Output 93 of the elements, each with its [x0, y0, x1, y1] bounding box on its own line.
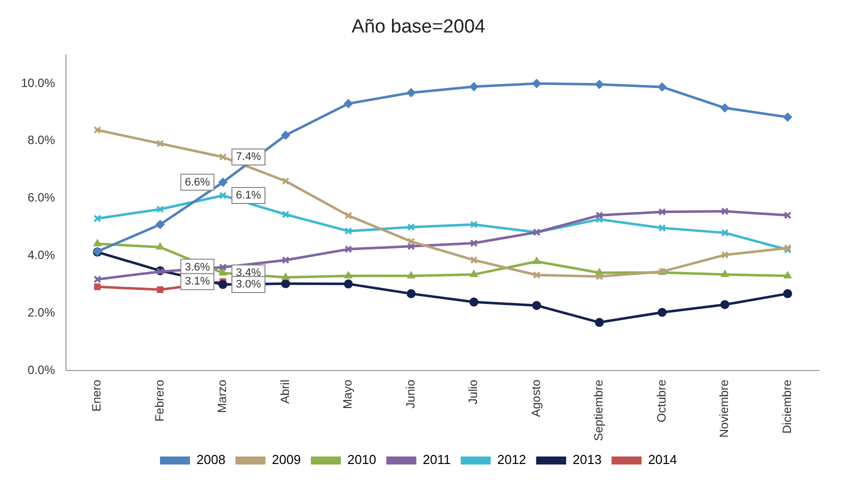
legend-label: 2010: [347, 452, 376, 468]
data-label: 6.1%: [236, 190, 262, 202]
point: [344, 245, 352, 254]
y-tick-label: 8.0%: [28, 133, 56, 148]
point: [469, 82, 478, 92]
point: [720, 270, 729, 277]
point: [282, 177, 290, 185]
point: [596, 272, 604, 280]
data-label: 3.1%: [184, 276, 210, 288]
chart-title: Año base=2004: [352, 16, 486, 38]
point: [594, 318, 604, 327]
point: [93, 239, 102, 246]
point: [219, 153, 227, 161]
x-tick-label: Febrero: [152, 379, 166, 422]
point: [156, 286, 164, 293]
point: [721, 228, 729, 237]
x-tick-label: Julio: [466, 379, 480, 404]
point: [470, 220, 478, 228]
point: [344, 227, 352, 235]
x-tick-label: Septiembre: [592, 379, 606, 442]
point: [282, 210, 290, 218]
y-tick-label: 10.0%: [20, 76, 56, 90]
point: [658, 224, 666, 232]
point: [219, 192, 227, 200]
point: [344, 279, 353, 288]
data-label: 6.6%: [184, 176, 210, 188]
legend-label: 2011: [422, 452, 451, 468]
point: [720, 103, 730, 112]
point: [658, 82, 667, 92]
x-tick-label: Marzo: [215, 379, 230, 413]
data-label: 7.4%: [236, 151, 262, 164]
point: [281, 279, 290, 288]
point: [470, 270, 478, 277]
y-tick-label: 0.0%: [28, 362, 56, 377]
legend-label: 2008: [196, 452, 226, 468]
point: [218, 268, 227, 276]
point: [469, 298, 478, 307]
point: [532, 300, 542, 310]
point: [156, 205, 164, 214]
x-tick-label: Noviembre: [717, 379, 732, 438]
point: [407, 223, 415, 231]
point: [344, 212, 352, 220]
point: [532, 271, 540, 279]
point: [720, 300, 730, 310]
point: [783, 112, 792, 122]
point: [470, 256, 478, 264]
point: [94, 283, 101, 290]
point: [406, 289, 416, 298]
x-tick-label: Octubre: [654, 379, 668, 422]
point: [532, 79, 542, 88]
x-tick-label: Agosto: [528, 379, 543, 417]
point: [156, 140, 164, 148]
data-label: 3.0%: [236, 278, 262, 291]
point: [156, 242, 164, 250]
point: [156, 220, 165, 229]
point: [282, 272, 290, 280]
x-tick-label: Abril: [278, 380, 292, 404]
point: [407, 238, 415, 246]
legend-label: 2014: [648, 452, 677, 468]
point: [658, 308, 667, 317]
x-tick-label: Enero: [90, 379, 104, 412]
x-tick-label: Junio: [403, 379, 418, 408]
point: [783, 289, 792, 298]
point: [344, 271, 352, 278]
point: [406, 88, 416, 98]
x-tick-label: Diciembre: [780, 379, 794, 434]
legend-label: 2013: [572, 452, 602, 468]
point: [407, 271, 416, 278]
point: [470, 239, 478, 247]
point: [721, 207, 729, 216]
legend-label: 2012: [497, 452, 526, 468]
point: [596, 211, 604, 220]
point: [281, 130, 290, 140]
point: [218, 178, 228, 187]
data-label: 3.4%: [236, 267, 262, 280]
point: [94, 276, 102, 284]
point: [218, 280, 228, 289]
point: [344, 99, 353, 108]
legend-label: 2009: [272, 452, 301, 468]
point: [219, 263, 227, 272]
point: [596, 215, 604, 224]
x-tick-label: Mayo: [340, 379, 355, 409]
point: [282, 256, 290, 264]
point: [658, 208, 666, 216]
point: [594, 80, 604, 89]
point: [784, 271, 792, 278]
point: [532, 257, 541, 264]
y-tick-label: 4.0%: [28, 248, 56, 262]
point: [721, 251, 729, 259]
data-label: 3.6%: [184, 261, 210, 274]
y-tick-label: 6.0%: [28, 190, 56, 205]
point: [94, 214, 102, 222]
y-tick-label: 2.0%: [28, 306, 56, 320]
